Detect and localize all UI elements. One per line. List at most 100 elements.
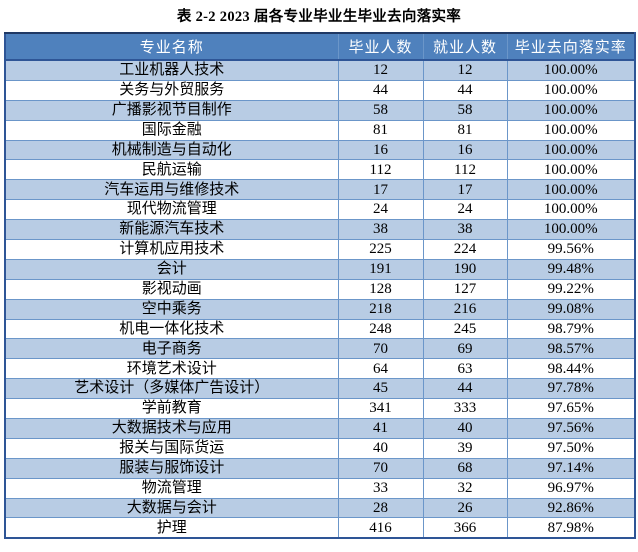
major-name-cell: 大数据与会计 bbox=[4, 497, 339, 519]
employed-count-cell: 32 bbox=[422, 477, 508, 499]
graduate-count-cell: 128 bbox=[337, 278, 424, 300]
major-name-cell: 会计 bbox=[4, 258, 339, 280]
col-header-employment-rate: 毕业去向落实率 bbox=[506, 32, 636, 61]
major-name-cell: 护理 bbox=[4, 517, 339, 539]
employed-count-cell: 44 bbox=[422, 79, 508, 101]
table-row: 服装与服饰设计 70 68 97.14% bbox=[4, 457, 636, 479]
graduate-count-cell: 64 bbox=[337, 358, 424, 380]
graduate-count-cell: 17 bbox=[337, 179, 424, 201]
table-row: 电子商务 70 69 98.57% bbox=[4, 338, 636, 360]
employed-count-cell: 112 bbox=[422, 159, 508, 181]
employment-rate-cell: 100.00% bbox=[506, 119, 636, 141]
header-row: 专业名称 毕业人数 就业人数 毕业去向落实率 bbox=[4, 32, 636, 61]
major-name-cell: 计算机应用技术 bbox=[4, 239, 339, 260]
employment-rate-cell: 100.00% bbox=[506, 99, 636, 121]
major-name-cell: 服装与服饰设计 bbox=[4, 457, 339, 479]
employment-rate-cell: 100.00% bbox=[506, 139, 636, 161]
employed-count-cell: 63 bbox=[422, 358, 508, 380]
graduate-count-cell: 40 bbox=[337, 437, 424, 459]
table-row: 会计 191 190 99.48% bbox=[4, 258, 636, 280]
graduate-count-cell: 33 bbox=[337, 477, 424, 499]
graduate-count-cell: 218 bbox=[337, 298, 424, 320]
col-header-employed-count: 就业人数 bbox=[422, 32, 508, 61]
employed-count-cell: 127 bbox=[422, 278, 508, 300]
graduate-count-cell: 225 bbox=[337, 239, 424, 260]
major-name-cell: 工业机器人技术 bbox=[4, 59, 339, 81]
graduate-count-cell: 58 bbox=[337, 99, 424, 121]
employment-rate-cell: 99.22% bbox=[506, 278, 636, 300]
major-name-cell: 艺术设计（多媒体广告设计） bbox=[4, 378, 339, 400]
graduate-count-cell: 41 bbox=[337, 418, 424, 439]
table-row: 国际金融 81 81 100.00% bbox=[4, 119, 636, 141]
employed-count-cell: 69 bbox=[422, 338, 508, 360]
employed-count-cell: 16 bbox=[422, 139, 508, 161]
employment-rate-cell: 100.00% bbox=[506, 59, 636, 81]
employment-rate-cell: 97.14% bbox=[506, 457, 636, 479]
graduate-count-cell: 38 bbox=[337, 219, 424, 241]
table-row: 护理 416 366 87.98% bbox=[4, 517, 636, 539]
table-row: 大数据技术与应用 41 40 97.56% bbox=[4, 418, 636, 439]
major-name-cell: 学前教育 bbox=[4, 398, 339, 420]
graduate-count-cell: 112 bbox=[337, 159, 424, 181]
employment-rate-cell: 98.79% bbox=[506, 318, 636, 340]
graduate-count-cell: 341 bbox=[337, 398, 424, 420]
employed-count-cell: 366 bbox=[422, 517, 508, 539]
employment-rate-cell: 97.65% bbox=[506, 398, 636, 420]
major-name-cell: 关务与外贸服务 bbox=[4, 79, 339, 101]
employed-count-cell: 58 bbox=[422, 99, 508, 121]
employed-count-cell: 38 bbox=[422, 219, 508, 241]
table-row: 机电一体化技术 248 245 98.79% bbox=[4, 318, 636, 340]
employment-rate-cell: 99.08% bbox=[506, 298, 636, 320]
graduate-count-cell: 12 bbox=[337, 59, 424, 81]
graduate-count-cell: 44 bbox=[337, 79, 424, 101]
employment-rate-cell: 97.50% bbox=[506, 437, 636, 459]
table-row: 关务与外贸服务 44 44 100.00% bbox=[4, 79, 636, 101]
table-row: 大数据与会计 28 26 92.86% bbox=[4, 497, 636, 519]
graduate-count-cell: 24 bbox=[337, 199, 424, 221]
table-row: 计算机应用技术 225 224 99.56% bbox=[4, 239, 636, 260]
major-name-cell: 环境艺术设计 bbox=[4, 358, 339, 380]
employed-count-cell: 81 bbox=[422, 119, 508, 141]
major-name-cell: 广播影视节目制作 bbox=[4, 99, 339, 121]
graduate-count-cell: 70 bbox=[337, 338, 424, 360]
employment-rate-cell: 99.48% bbox=[506, 258, 636, 280]
graduate-count-cell: 45 bbox=[337, 378, 424, 400]
employment-rate-cell: 100.00% bbox=[506, 79, 636, 101]
table-row: 空中乘务 218 216 99.08% bbox=[4, 298, 636, 320]
employed-count-cell: 190 bbox=[422, 258, 508, 280]
major-name-cell: 机械制造与自动化 bbox=[4, 139, 339, 161]
major-name-cell: 新能源汽车技术 bbox=[4, 219, 339, 241]
employment-rate-cell: 100.00% bbox=[506, 199, 636, 221]
employment-rate-cell: 87.98% bbox=[506, 517, 636, 539]
graduate-count-cell: 16 bbox=[337, 139, 424, 161]
table-row: 新能源汽车技术 38 38 100.00% bbox=[4, 219, 636, 241]
graduate-count-cell: 416 bbox=[337, 517, 424, 539]
employed-count-cell: 12 bbox=[422, 59, 508, 81]
employed-count-cell: 44 bbox=[422, 378, 508, 400]
major-name-cell: 报关与国际货运 bbox=[4, 437, 339, 459]
graduate-count-cell: 248 bbox=[337, 318, 424, 340]
graduate-count-cell: 70 bbox=[337, 457, 424, 479]
employed-count-cell: 17 bbox=[422, 179, 508, 201]
table-row: 工业机器人技术 12 12 100.00% bbox=[4, 59, 636, 81]
employment-rate-cell: 98.57% bbox=[506, 338, 636, 360]
employment-rate-cell: 100.00% bbox=[506, 179, 636, 201]
employment-rate-cell: 99.56% bbox=[506, 239, 636, 260]
major-name-cell: 国际金融 bbox=[4, 119, 339, 141]
employed-count-cell: 40 bbox=[422, 418, 508, 439]
employment-rate-cell: 100.00% bbox=[506, 159, 636, 181]
major-name-cell: 物流管理 bbox=[4, 477, 339, 499]
table-row: 环境艺术设计 64 63 98.44% bbox=[4, 358, 636, 380]
graduate-count-cell: 81 bbox=[337, 119, 424, 141]
major-name-cell: 汽车运用与维修技术 bbox=[4, 179, 339, 201]
employment-rate-cell: 92.86% bbox=[506, 497, 636, 519]
table-row: 影视动画 128 127 99.22% bbox=[4, 278, 636, 300]
table-row: 民航运输 112 112 100.00% bbox=[4, 159, 636, 181]
employed-count-cell: 39 bbox=[422, 437, 508, 459]
employment-rate-cell: 97.56% bbox=[506, 418, 636, 439]
employment-rate-cell: 96.97% bbox=[506, 477, 636, 499]
employed-count-cell: 245 bbox=[422, 318, 508, 340]
graduate-count-cell: 28 bbox=[337, 497, 424, 519]
employment-rate-table: 专业名称 毕业人数 就业人数 毕业去向落实率 工业机器人技术 12 12 100.00… bbox=[4, 32, 636, 540]
